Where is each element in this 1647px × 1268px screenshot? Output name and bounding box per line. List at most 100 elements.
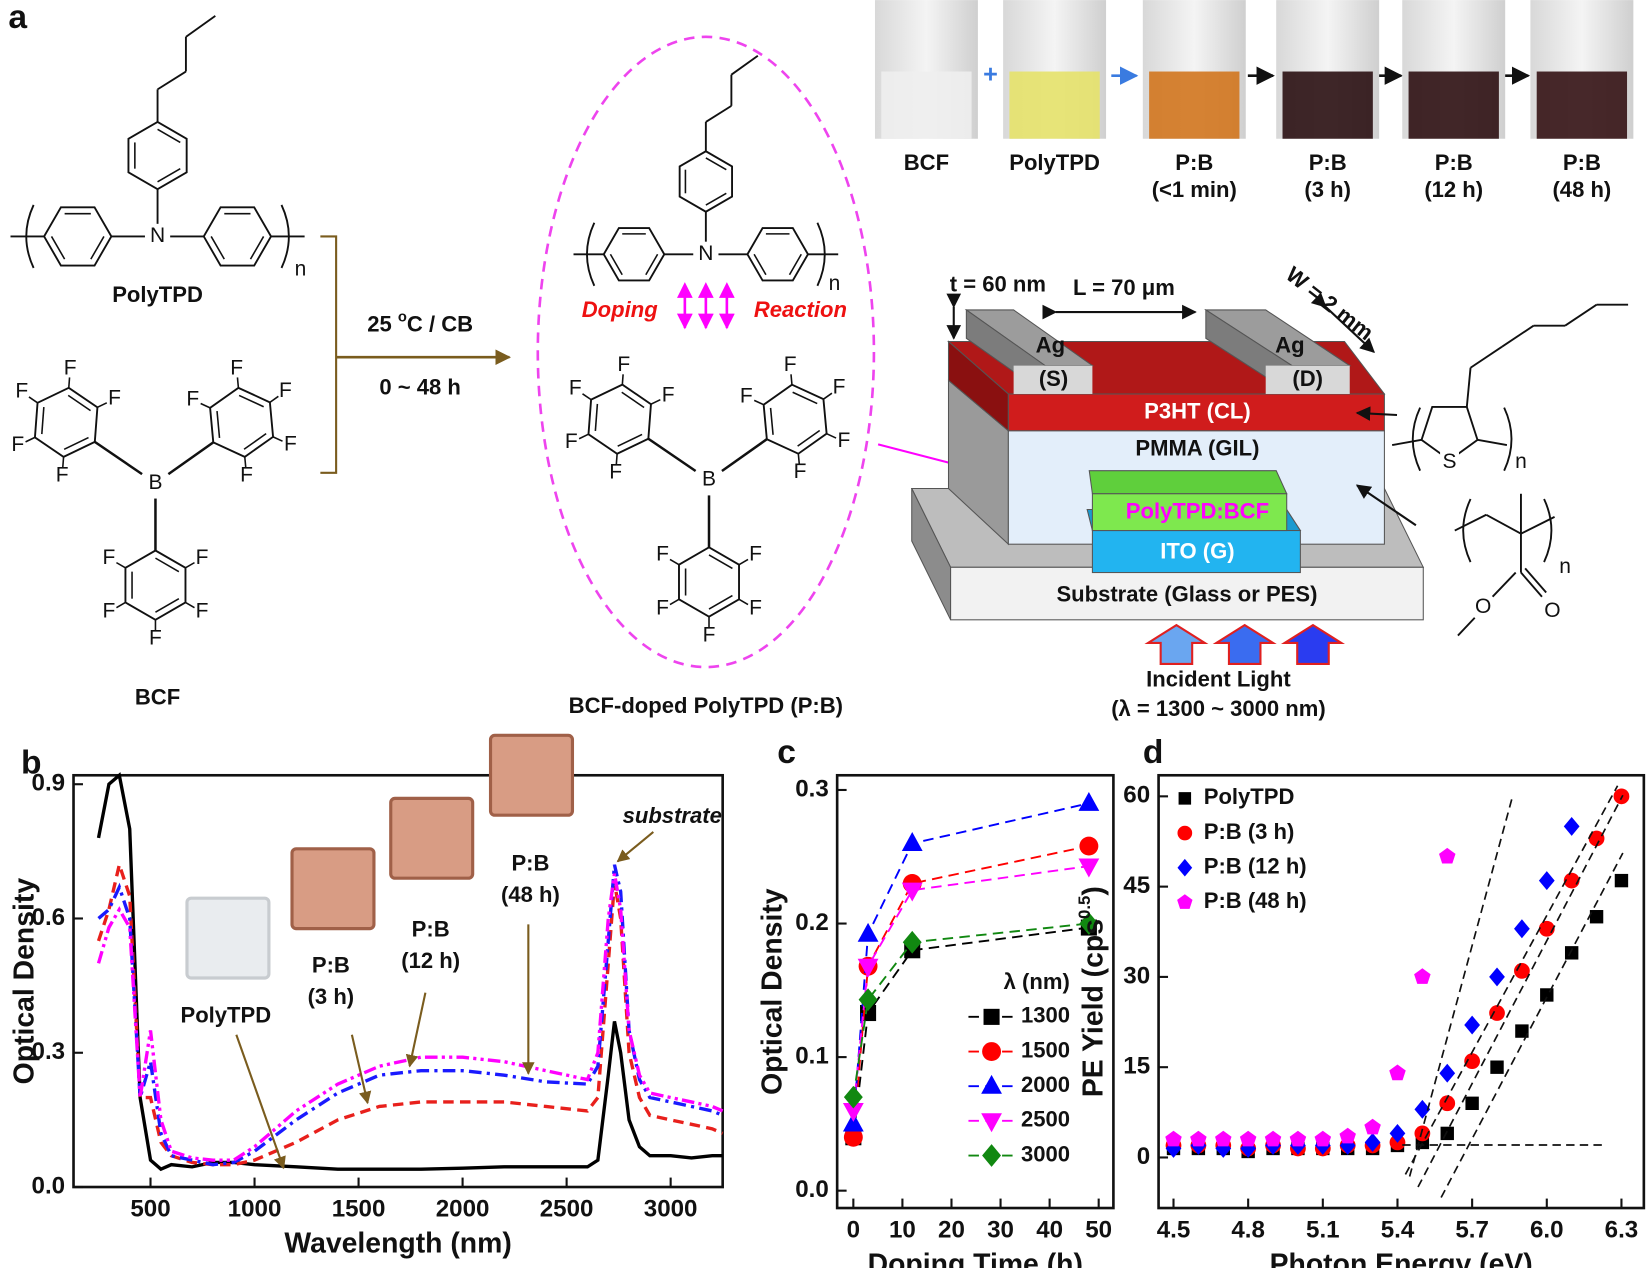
atom-label: n bbox=[1559, 555, 1571, 578]
bond bbox=[1465, 367, 1472, 408]
ring bbox=[202, 206, 273, 267]
bond bbox=[97, 402, 108, 409]
atom-label: F bbox=[662, 383, 675, 406]
marker bbox=[1614, 873, 1629, 888]
bond bbox=[705, 105, 732, 123]
legend-title: λ (nm) bbox=[1004, 969, 1070, 994]
ring bbox=[678, 150, 734, 213]
bond bbox=[730, 54, 759, 76]
atom-label: F bbox=[103, 600, 116, 623]
inset-label: P:B bbox=[412, 917, 450, 942]
bond bbox=[155, 557, 180, 573]
bond bbox=[67, 394, 91, 412]
product-label: BCF-doped PolyTPD (P:B) bbox=[569, 693, 843, 718]
y-axis-label-part: 0.5 bbox=[1076, 896, 1095, 919]
plot-frame bbox=[1157, 773, 1646, 1210]
atom-label: F bbox=[149, 626, 162, 649]
series-line bbox=[852, 865, 1089, 1111]
electrode-label: Ag bbox=[1036, 333, 1065, 358]
bond bbox=[185, 561, 195, 569]
marker bbox=[1563, 872, 1580, 889]
bond bbox=[1520, 571, 1543, 598]
x-tick-label: 6.3 bbox=[1605, 1217, 1639, 1244]
marker bbox=[1440, 1126, 1454, 1141]
bond bbox=[1454, 513, 1487, 532]
bond bbox=[167, 441, 215, 476]
x-tick-label: 50 bbox=[1085, 1217, 1112, 1244]
atom-bg bbox=[1440, 449, 1459, 471]
inset-label: PolyTPD bbox=[181, 1003, 272, 1028]
bond bbox=[216, 410, 221, 439]
marker bbox=[981, 1074, 1002, 1094]
x-tick-label: 4.5 bbox=[1157, 1217, 1191, 1244]
atom-label: F bbox=[617, 353, 630, 376]
electrode-label: Ag bbox=[1275, 333, 1304, 358]
panel-label: d bbox=[1143, 734, 1164, 771]
marker bbox=[1414, 1099, 1431, 1119]
marker bbox=[1177, 825, 1193, 841]
fit-line bbox=[1404, 785, 1619, 1175]
atom-label: n bbox=[829, 272, 841, 295]
vial-label: (12 h) bbox=[1424, 177, 1483, 202]
bracket bbox=[280, 204, 290, 269]
bracket bbox=[25, 204, 35, 269]
bond bbox=[1501, 324, 1535, 348]
bond bbox=[243, 433, 267, 450]
marker bbox=[1564, 946, 1579, 960]
bond bbox=[609, 253, 623, 276]
atom-label: F bbox=[186, 387, 199, 410]
marker bbox=[1177, 894, 1193, 909]
marker bbox=[1190, 1130, 1207, 1147]
marker bbox=[842, 1102, 864, 1122]
reaction-time: 0 ~ 48 h bbox=[379, 375, 461, 400]
bracket bbox=[1543, 498, 1553, 563]
atom-label: F bbox=[784, 353, 797, 376]
legend-label: P:B (3 h) bbox=[1204, 819, 1295, 844]
series-line bbox=[852, 922, 1089, 1098]
bond bbox=[1457, 617, 1476, 637]
bond bbox=[116, 601, 126, 609]
layer-label: ITO (G) bbox=[1160, 538, 1234, 563]
atom-label: F bbox=[279, 379, 292, 402]
fit-line bbox=[1408, 796, 1514, 1177]
x-tick-label: 40 bbox=[1036, 1217, 1063, 1244]
ring bbox=[124, 549, 187, 621]
plus-sign: + bbox=[983, 60, 998, 88]
marker bbox=[1439, 1063, 1456, 1083]
vial-liquid bbox=[1408, 71, 1499, 139]
atom-label: F bbox=[609, 460, 622, 483]
ring bbox=[127, 120, 188, 191]
marker bbox=[983, 1008, 1000, 1025]
marker bbox=[1514, 919, 1530, 939]
vial-label: BCF bbox=[904, 150, 949, 175]
atom-label: n bbox=[1515, 450, 1527, 473]
y-tick-label: 0.0 bbox=[32, 1172, 66, 1199]
y-axis-label-part: PE Yield (cps bbox=[1078, 919, 1110, 1097]
ring bbox=[762, 383, 828, 455]
bond bbox=[1520, 516, 1555, 535]
marker bbox=[1589, 910, 1604, 924]
bond bbox=[238, 394, 264, 408]
bond bbox=[62, 456, 65, 468]
x-tick-label: 2500 bbox=[540, 1196, 594, 1223]
marker bbox=[1165, 1130, 1182, 1147]
panel-label: b bbox=[21, 745, 42, 782]
marker bbox=[1215, 1130, 1232, 1147]
bracket bbox=[1503, 407, 1513, 472]
thickness-label: t = 60 nm bbox=[950, 272, 1046, 297]
vial-liquid bbox=[1149, 71, 1240, 139]
x-tick-label: 0 bbox=[847, 1217, 860, 1244]
marker bbox=[1515, 1024, 1529, 1038]
bond bbox=[708, 554, 733, 570]
layer-label: P3HT (CL) bbox=[1144, 399, 1251, 424]
atom-label: F bbox=[103, 546, 116, 569]
annotation-arrow bbox=[235, 1034, 286, 1170]
plot-frame bbox=[835, 773, 1115, 1210]
atom-label: F bbox=[833, 376, 846, 399]
atom-label: O bbox=[1475, 595, 1491, 618]
marker bbox=[858, 988, 878, 1012]
y-tick-label: 0.6 bbox=[32, 904, 66, 931]
atom-label: F bbox=[749, 596, 762, 619]
y-tick-label: 0.3 bbox=[795, 775, 829, 802]
y-tick-label: 0.2 bbox=[795, 909, 829, 936]
